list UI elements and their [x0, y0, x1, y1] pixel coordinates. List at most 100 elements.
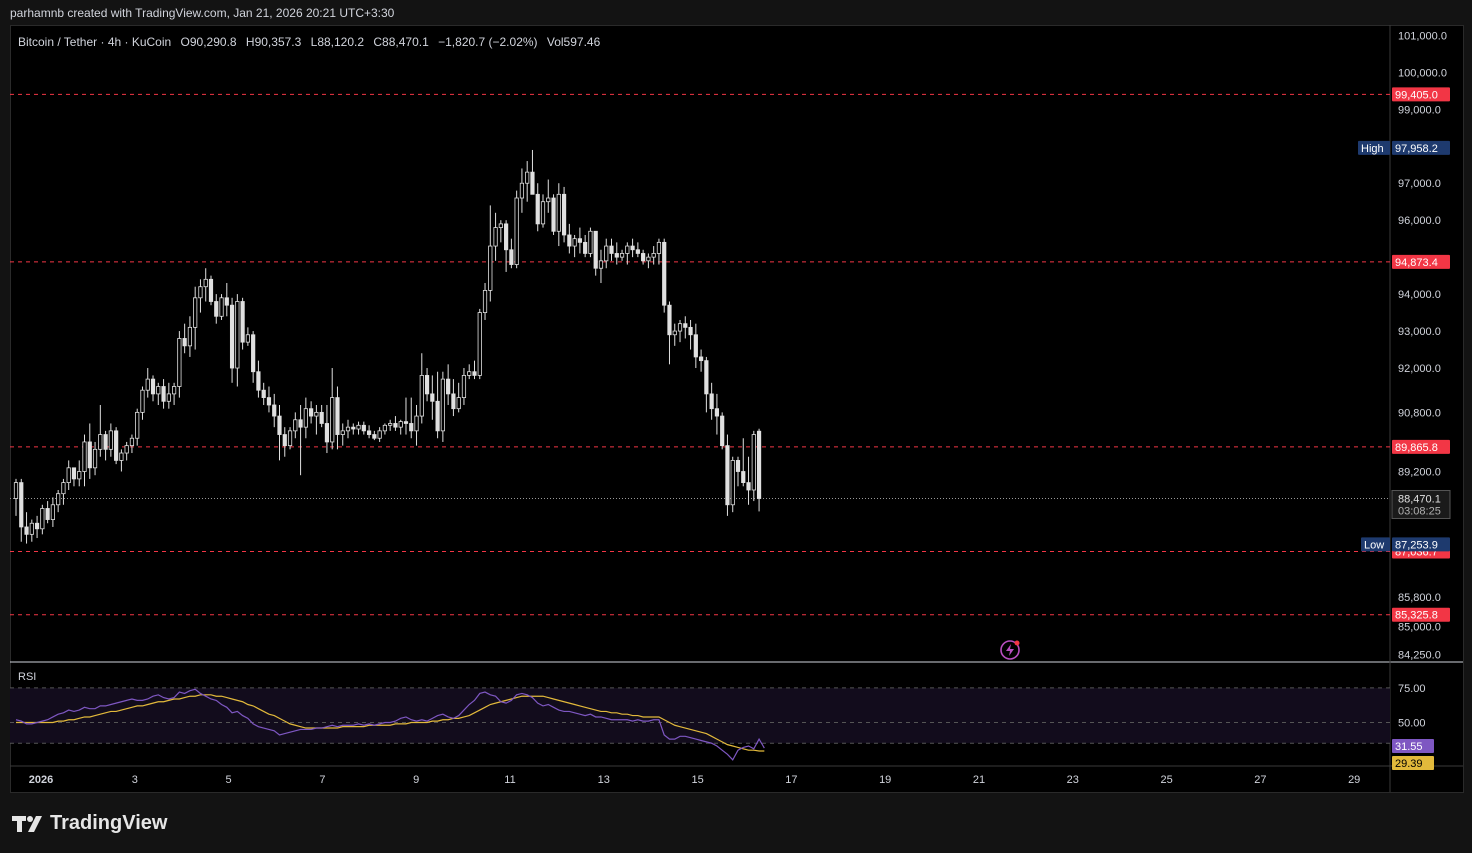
candle-body[interactable] — [709, 393, 714, 410]
candle-body[interactable] — [45, 508, 50, 520]
candle-body[interactable] — [19, 482, 24, 528]
candle-body[interactable] — [688, 326, 693, 336]
candle-body[interactable] — [261, 389, 266, 398]
candle-body[interactable] — [108, 430, 113, 450]
candle-body[interactable] — [50, 504, 55, 520]
candle-body[interactable] — [287, 430, 293, 447]
candle-body[interactable] — [224, 297, 229, 306]
candle-body[interactable] — [630, 245, 635, 251]
candle-body[interactable] — [477, 312, 482, 376]
candle-body[interactable] — [482, 290, 488, 313]
candle-body[interactable] — [756, 430, 762, 499]
level-price-tag[interactable]: 99,405.0 — [1395, 89, 1438, 101]
candle-body[interactable] — [746, 482, 751, 491]
candle-body[interactable] — [124, 445, 129, 454]
candle-body[interactable] — [293, 419, 298, 432]
candle-body[interactable] — [140, 389, 145, 413]
candle-body[interactable] — [82, 441, 87, 472]
candle-body[interactable] — [735, 460, 741, 472]
candle-body[interactable] — [314, 411, 319, 417]
candle-body[interactable] — [56, 493, 61, 506]
candle-body[interactable] — [714, 408, 720, 417]
candle-body[interactable] — [277, 415, 282, 435]
candle-body[interactable] — [214, 301, 219, 317]
candle-body[interactable] — [235, 301, 240, 369]
candle-body[interactable] — [641, 253, 646, 262]
candle-body[interactable] — [403, 421, 409, 424]
candle-body[interactable] — [614, 253, 619, 258]
candle-body[interactable] — [193, 297, 198, 328]
candle-body[interactable] — [171, 386, 177, 395]
candle-body[interactable] — [456, 397, 461, 410]
candle-body[interactable] — [24, 526, 29, 535]
candle-body[interactable] — [567, 234, 572, 247]
candle-body[interactable] — [672, 330, 677, 336]
candle-body[interactable] — [272, 404, 277, 417]
candle-body[interactable] — [461, 375, 467, 398]
rsi-label[interactable]: RSI — [18, 671, 37, 683]
candle-body[interactable] — [345, 426, 351, 432]
candle-body[interactable] — [366, 430, 372, 435]
candle-body[interactable] — [335, 397, 340, 435]
level-price-tag[interactable]: 85,325.8 — [1395, 610, 1438, 622]
candle-body[interactable] — [324, 423, 330, 443]
candle-body[interactable] — [393, 423, 398, 428]
candle-body[interactable] — [145, 378, 150, 391]
candle-body[interactable] — [662, 241, 667, 306]
candle-body[interactable] — [451, 393, 456, 410]
candle-body[interactable] — [693, 334, 698, 358]
candle-body[interactable] — [150, 378, 156, 395]
candle-body[interactable] — [377, 430, 382, 439]
candle-body[interactable] — [656, 241, 662, 254]
candle-body[interactable] — [103, 434, 108, 450]
candle-body[interactable] — [488, 245, 493, 291]
candle-body[interactable] — [704, 360, 709, 395]
candle-body[interactable] — [598, 260, 604, 269]
candle-body[interactable] — [282, 434, 287, 447]
candle-body[interactable] — [593, 230, 598, 269]
level-price-tag[interactable]: 94,873.4 — [1395, 257, 1438, 269]
candle-body[interactable] — [356, 424, 361, 430]
candle-body[interactable] — [129, 437, 135, 447]
candle-body[interactable] — [651, 253, 656, 258]
candle-body[interactable] — [725, 445, 730, 506]
candle-body[interactable] — [135, 411, 140, 439]
candle-body[interactable] — [13, 482, 19, 499]
level-price-tag[interactable]: 89,865.8 — [1395, 442, 1438, 454]
candle-body[interactable] — [119, 452, 124, 461]
candle-body[interactable] — [467, 371, 472, 376]
candle-body[interactable] — [730, 460, 735, 506]
candle-body[interactable] — [588, 230, 593, 254]
candle-body[interactable] — [77, 471, 82, 480]
candle-body[interactable] — [751, 434, 756, 491]
candle-body[interactable] — [446, 378, 451, 395]
candle-body[interactable] — [382, 424, 388, 432]
candle-body[interactable] — [540, 201, 546, 225]
candle-body[interactable] — [535, 193, 540, 225]
candle-body[interactable] — [61, 482, 66, 495]
candle-body[interactable] — [472, 371, 477, 376]
candle-body[interactable] — [203, 278, 208, 288]
candle-body[interactable] — [114, 430, 119, 461]
candle-body[interactable] — [330, 397, 335, 443]
candle-body[interactable] — [519, 182, 525, 199]
candle-body[interactable] — [572, 238, 577, 247]
alert-lightning-icon[interactable] — [1000, 640, 1020, 660]
candle-body[interactable] — [556, 193, 561, 232]
candle-body[interactable] — [266, 397, 272, 406]
candle-body[interactable] — [66, 467, 71, 483]
candle-body[interactable] — [699, 356, 704, 362]
candle-body[interactable] — [351, 426, 356, 430]
candle-body[interactable] — [741, 471, 746, 483]
candle-body[interactable] — [361, 424, 366, 432]
candle-body[interactable] — [245, 334, 250, 343]
candle-body[interactable] — [229, 304, 235, 369]
candle-body[interactable] — [240, 301, 245, 343]
candle-body[interactable] — [409, 423, 414, 432]
candle-body[interactable] — [604, 245, 609, 262]
candle-body[interactable] — [298, 419, 303, 428]
chart-frame[interactable] — [10, 25, 1464, 793]
candle-body[interactable] — [414, 415, 419, 432]
rsi-line[interactable] — [15, 688, 765, 761]
